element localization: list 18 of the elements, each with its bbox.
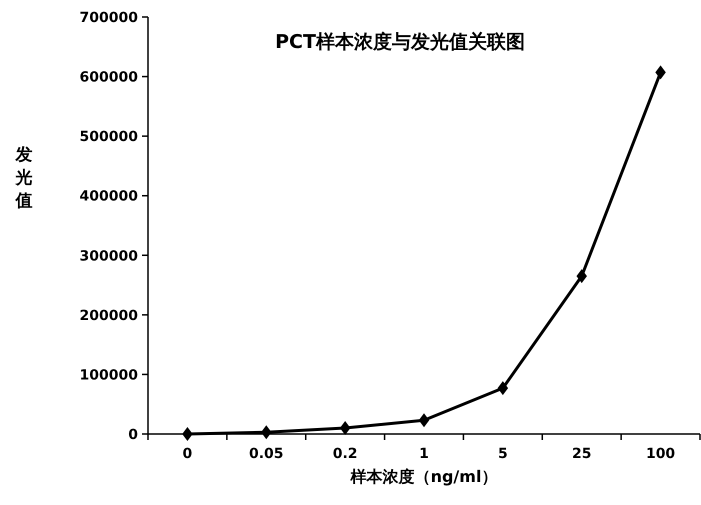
- y-tick-label: 0: [128, 427, 138, 443]
- y-tick-label: 600000: [80, 70, 138, 86]
- x-tick-label: 0.2: [332, 446, 358, 462]
- y-tick-label: 200000: [80, 308, 138, 324]
- y-tick-label: 400000: [80, 188, 138, 205]
- text: PCT样本浓度与发光值关联图: [275, 31, 525, 53]
- y-tick-label: 100000: [80, 367, 138, 384]
- x-tick-label: 25: [572, 446, 592, 462]
- x-tick-label: 0.05: [249, 446, 284, 462]
- y-tick-label: 700000: [80, 10, 138, 26]
- x-tick-label: 100: [646, 446, 676, 462]
- y-tick-label: 500000: [80, 129, 138, 146]
- x-axis-title: 样本浓度（ng/ml）: [350, 467, 498, 486]
- x-tick-label: 0: [182, 446, 193, 462]
- x-tick-label: 1: [419, 446, 429, 462]
- y-tick-label: 300000: [80, 248, 138, 264]
- x-tick-label: 5: [498, 446, 508, 462]
- y-axis-title: 发光值: [14, 145, 32, 211]
